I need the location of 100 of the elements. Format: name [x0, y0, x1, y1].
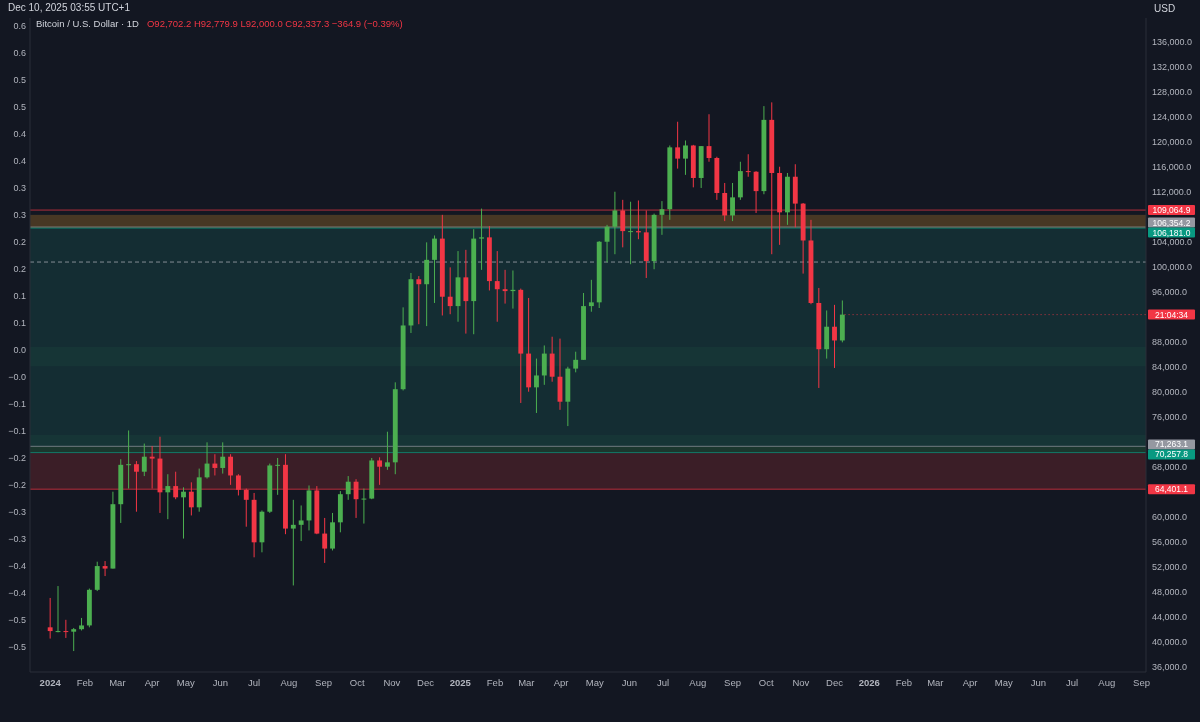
- x-tick-label: Sep: [1133, 677, 1150, 688]
- chart-subtitle: O92,702.2 H92,779.9 L92,000.0 C92,337.3 −364.9 (−0.39%): [146, 18, 403, 29]
- ref-line-label: 70,257.8: [1154, 449, 1189, 460]
- y2-tick-label: −0.4: [8, 561, 26, 572]
- x-tick-label: Nov: [792, 677, 810, 688]
- ref-line-label: 106,354.2: [1152, 217, 1191, 228]
- y2-tick-label: 0.6: [13, 21, 26, 32]
- x-tick-label: Jun: [1030, 677, 1047, 688]
- candlestick: [824, 309, 830, 360]
- x-tick-label: Aug: [280, 677, 298, 688]
- x-tick-label: Feb: [486, 677, 504, 688]
- y-tick-label: 68,000.0: [1152, 461, 1188, 472]
- candlestick: [345, 475, 351, 501]
- y2-tick-label: −0.5: [8, 615, 26, 626]
- x-tick-label: Apr: [144, 677, 160, 688]
- x-tick-label: Mar: [518, 677, 535, 688]
- y2-tick-label: 0.2: [13, 237, 26, 248]
- candlestick: [181, 486, 186, 540]
- chart-title: Bitcoin / U.S. Dollar · 1D: [36, 18, 140, 29]
- ref-line-label: 71,263.1: [1154, 439, 1189, 450]
- candlestick: [612, 191, 618, 255]
- y2-tick-label: 0.1: [13, 318, 26, 329]
- y-tick-label: 36,000.0: [1152, 661, 1188, 672]
- ref-line-label: 106,181.0: [1152, 227, 1191, 238]
- y2-tick-label: −0.2: [8, 480, 26, 491]
- y2-tick-label: −0.1: [8, 426, 26, 437]
- candlestick: [494, 250, 500, 323]
- y-tick-label: 44,000.0: [1152, 611, 1188, 622]
- candlestick: [832, 304, 837, 369]
- x-tick-label: Aug: [1098, 677, 1116, 688]
- y-tick-label: 88,000.0: [1152, 336, 1188, 347]
- y-tick-label: 104,000.0: [1152, 236, 1193, 247]
- x-tick-label: Aug: [689, 677, 707, 688]
- candlestick: [102, 560, 108, 577]
- y2-tick-label: 0.5: [13, 75, 26, 86]
- y-tick-label: 120,000.0: [1152, 136, 1193, 147]
- candlestick: [228, 453, 233, 486]
- candlestick: [683, 139, 688, 176]
- y2-tick-label: 0.5: [13, 102, 26, 113]
- candlestick: [534, 358, 539, 414]
- x-tick-label: Oct: [349, 677, 365, 688]
- y-tick-label: 112,000.0: [1152, 186, 1192, 197]
- y-tick-label: 136,000.0: [1152, 36, 1193, 47]
- candlestick: [432, 234, 437, 304]
- candlestick: [141, 443, 147, 477]
- y-tick-label: 116,000.0: [1152, 161, 1192, 172]
- x-tick-label: Feb: [76, 677, 94, 688]
- candlestick: [416, 275, 422, 325]
- x-tick-label: May: [585, 677, 604, 688]
- y2-tick-label: 0.3: [13, 183, 26, 194]
- y2-tick-label: −0.3: [8, 534, 26, 545]
- text: Dec 10, 2025 03:55 UTC+1: [8, 2, 131, 13]
- candlestick: [275, 457, 281, 496]
- y-tick-label: 40,000.0: [1152, 636, 1188, 647]
- x-tick-label: Dec: [826, 677, 844, 688]
- candlestick: [63, 619, 69, 639]
- x-tick-label: Jul: [248, 677, 261, 688]
- y-tick-label: 48,000.0: [1152, 586, 1188, 597]
- candlestick: [745, 153, 751, 178]
- y2-tick-label: −0.2: [8, 453, 26, 464]
- candlestick: [220, 441, 226, 475]
- x-tick-label: Sep: [724, 677, 741, 688]
- candlestick: [94, 561, 100, 592]
- x-tick-label: Mar: [927, 677, 944, 688]
- y-axis-title: USD: [1154, 3, 1176, 14]
- y2-tick-label: −0.1: [8, 399, 26, 410]
- candlestick: [377, 456, 383, 486]
- candlestick: [361, 488, 367, 525]
- candlestick: [212, 453, 218, 476]
- x-tick-label: Mar: [109, 677, 126, 688]
- x-tick-label: Jun: [212, 677, 229, 688]
- x-tick-label: Jun: [621, 677, 638, 688]
- x-tick-label: Sep: [315, 677, 333, 688]
- x-tick-label: Dec: [417, 677, 435, 688]
- y2-tick-label: 0.1: [13, 291, 26, 302]
- candlestick: [290, 499, 296, 586]
- y-tick-label: 84,000.0: [1152, 361, 1188, 372]
- candlestick: [628, 201, 634, 265]
- y2-tick-label: 0.4: [13, 129, 26, 140]
- y2-tick-label: 0.6: [13, 48, 26, 59]
- x-tick-label: May: [176, 677, 195, 688]
- x-tick-label: Nov: [383, 677, 401, 688]
- y2-tick-label: 0.4: [13, 156, 26, 167]
- y2-tick-label: −0.5: [8, 642, 26, 653]
- x-tick-label: 2025: [449, 677, 472, 688]
- candlestick: [385, 431, 390, 471]
- x-tick-label: 2026: [858, 677, 880, 688]
- x-tick-label: Jul: [1065, 677, 1079, 688]
- y2-tick-label: 0.0: [13, 345, 26, 356]
- y2-tick-label: −0.4: [8, 588, 26, 599]
- x-tick-label: Apr: [962, 677, 978, 688]
- y-tick-label: 128,000.0: [1152, 86, 1193, 97]
- x-tick-label: May: [994, 677, 1013, 688]
- ref-line-label: 64,401.1: [1154, 484, 1189, 495]
- x-tick-label: 2024: [39, 677, 62, 688]
- y2-tick-label: −0.3: [8, 507, 26, 518]
- y-tick-label: 56,000.0: [1152, 536, 1188, 547]
- candlestick: [502, 269, 508, 305]
- candlestick: [165, 473, 171, 520]
- candlestick: [47, 597, 53, 640]
